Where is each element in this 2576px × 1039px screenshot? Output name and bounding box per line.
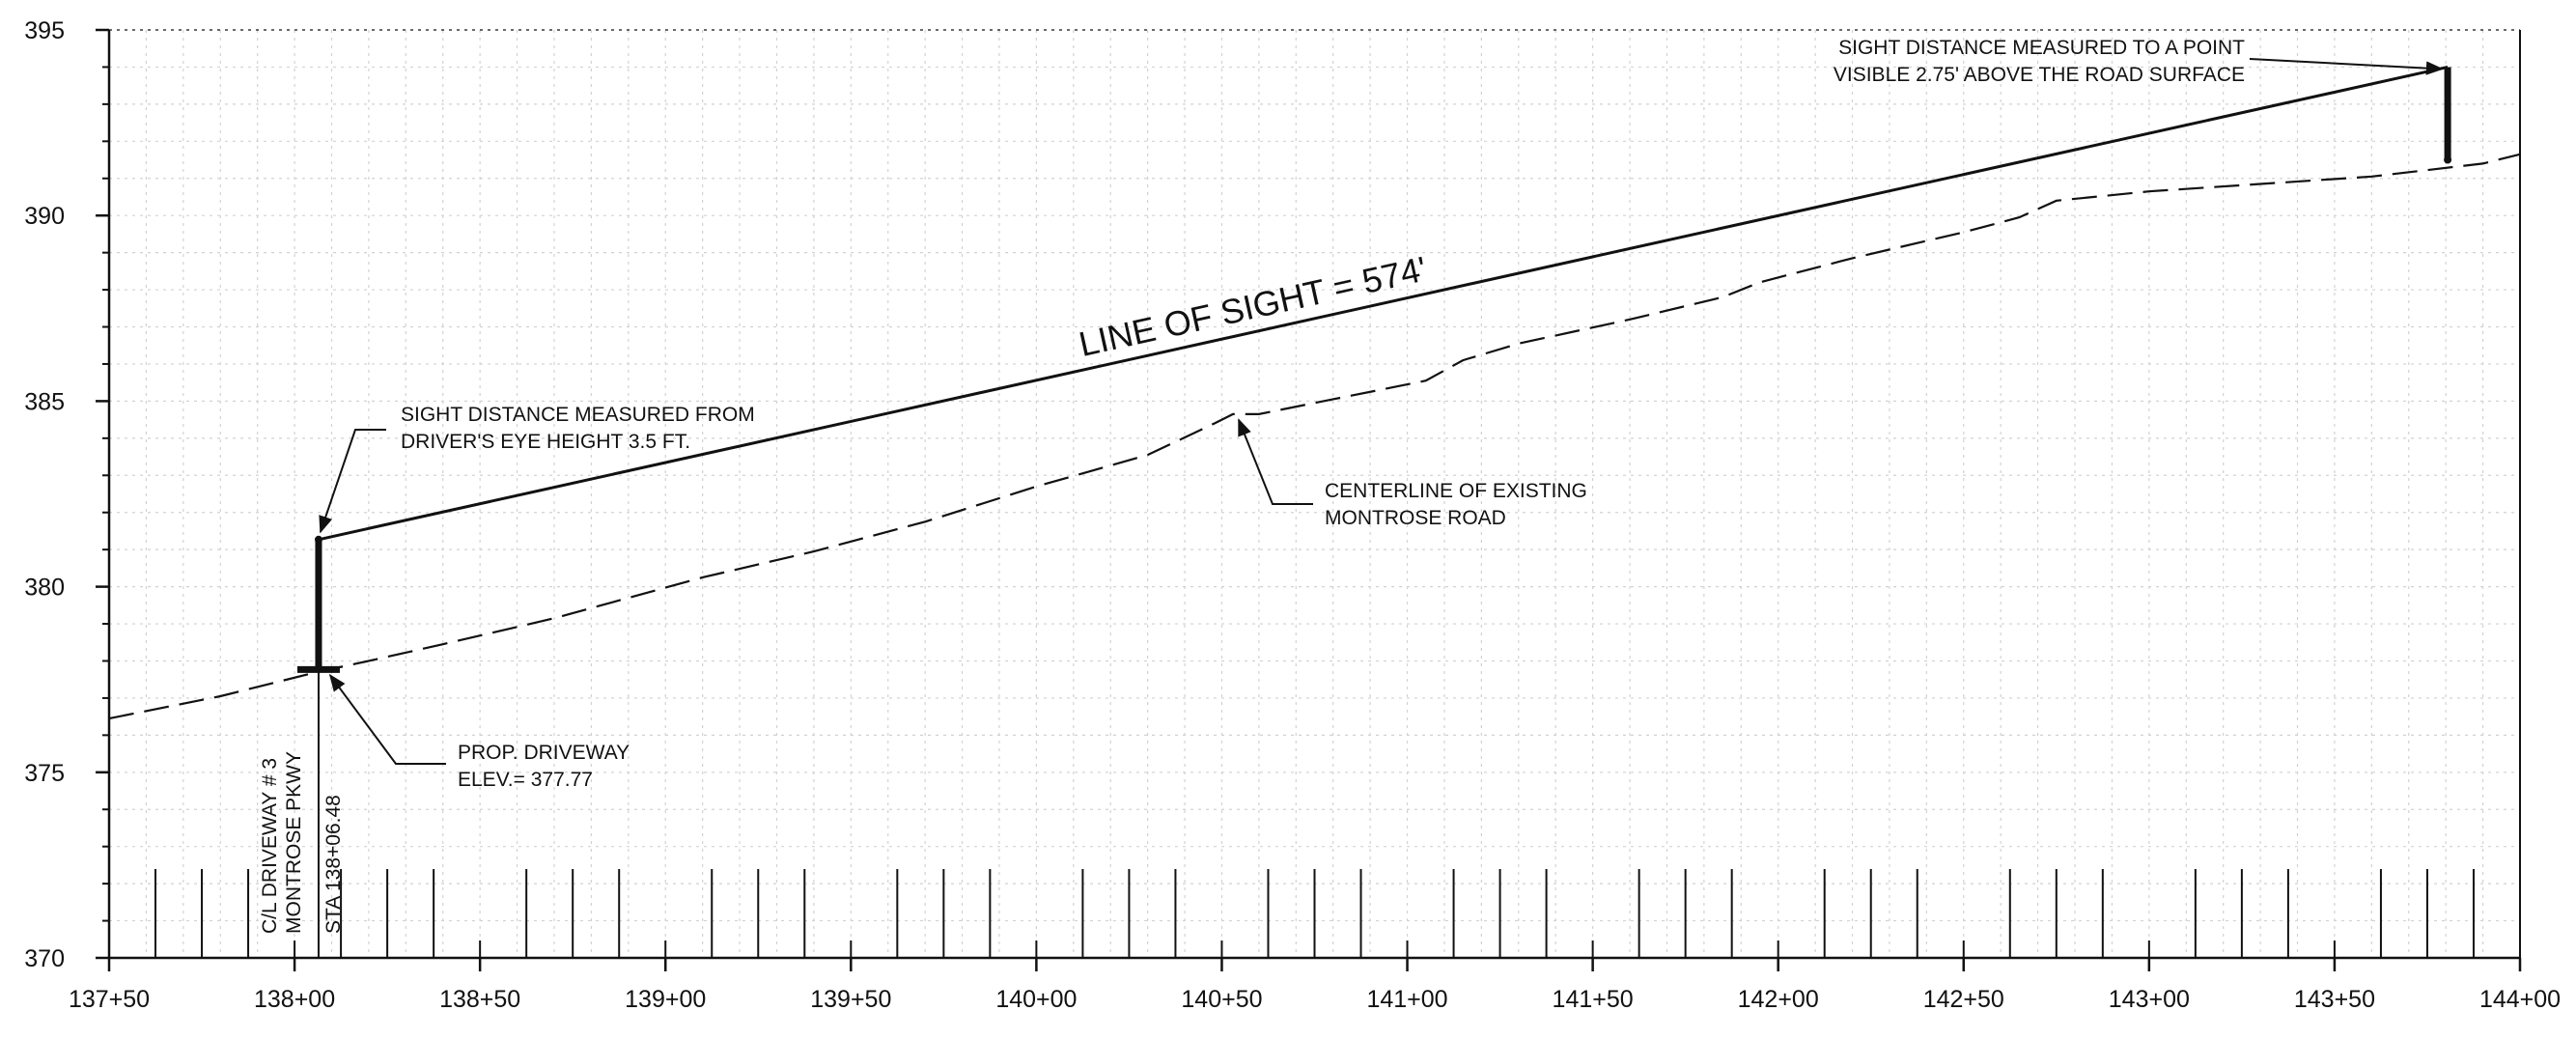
- x-tick-label: 142+00: [1738, 986, 1819, 1013]
- x-tick-label: 144+00: [2479, 986, 2561, 1013]
- target-base-point: [2444, 155, 2452, 164]
- x-tick-label: 139+00: [625, 986, 706, 1013]
- x-tick-label: 141+50: [1553, 986, 1634, 1013]
- x-tick-label: 143+00: [2109, 986, 2190, 1013]
- target-leader: [2249, 58, 2444, 75]
- line-of-sight-label: LINE OF SIGHT = 574': [1076, 248, 1431, 364]
- x-tick-label: 141+00: [1366, 986, 1447, 1013]
- driveway-note: PROP. DRIVEWAY: [458, 742, 630, 764]
- y-tick-label: 380: [24, 575, 65, 602]
- x-tick-label: 138+00: [254, 986, 335, 1013]
- station-label-line: C/L DRIVEWAY # 3: [259, 758, 281, 934]
- x-tick-label: 143+50: [2294, 986, 2375, 1013]
- x-tick-label: 140+50: [1181, 986, 1262, 1013]
- x-tick-label: 138+50: [439, 986, 520, 1013]
- y-tick-label: 390: [24, 203, 65, 230]
- x-tick-label: 142+50: [1923, 986, 2004, 1013]
- station-ticks: [154, 869, 2475, 958]
- target-note: VISIBLE 2.75' ABOVE THE ROAD SURFACE: [1834, 64, 2245, 86]
- line-of-sight: [318, 65, 2449, 542]
- y-tick-label: 385: [24, 388, 65, 415]
- x-tick-label: 137+50: [69, 986, 150, 1013]
- axes: 370 375 380 385 390 395 137+50 138+00 138+50 139+…: [24, 17, 2561, 1013]
- centerline-leader: [1238, 418, 1313, 505]
- station-label-line: STA 138+06.48: [322, 795, 345, 934]
- driveway-leader: [328, 673, 446, 765]
- station-label-line: MONTROSE PKWY: [283, 751, 305, 934]
- centerline-note: CENTERLINE OF EXISTING: [1325, 480, 1587, 502]
- x-tick-label: 139+50: [810, 986, 891, 1013]
- y-tick-label: 370: [24, 945, 65, 972]
- driver-eye-note: DRIVER'S EYE HEIGHT 3.5 FT.: [401, 431, 690, 453]
- target-note: SIGHT DISTANCE MEASURED TO A POINT: [1838, 37, 2245, 59]
- driver-eye-note: SIGHT DISTANCE MEASURED FROM: [401, 404, 755, 426]
- y-tick-label: 375: [24, 760, 65, 787]
- y-tick-label: 395: [24, 17, 65, 44]
- ground-profile-line: [108, 153, 2521, 720]
- grid: [109, 30, 2520, 958]
- centerline-note: MONTROSE ROAD: [1325, 507, 1506, 529]
- x-tick-label: 140+00: [995, 986, 1077, 1013]
- driveway-note: ELEV.= 377.77: [458, 769, 593, 791]
- driver-eye-leader: [319, 429, 386, 534]
- existing-ground-profile: [108, 153, 2521, 720]
- annotations: SIGHT DISTANCE MEASURED FROM DRIVER'S EYE…: [259, 37, 2444, 934]
